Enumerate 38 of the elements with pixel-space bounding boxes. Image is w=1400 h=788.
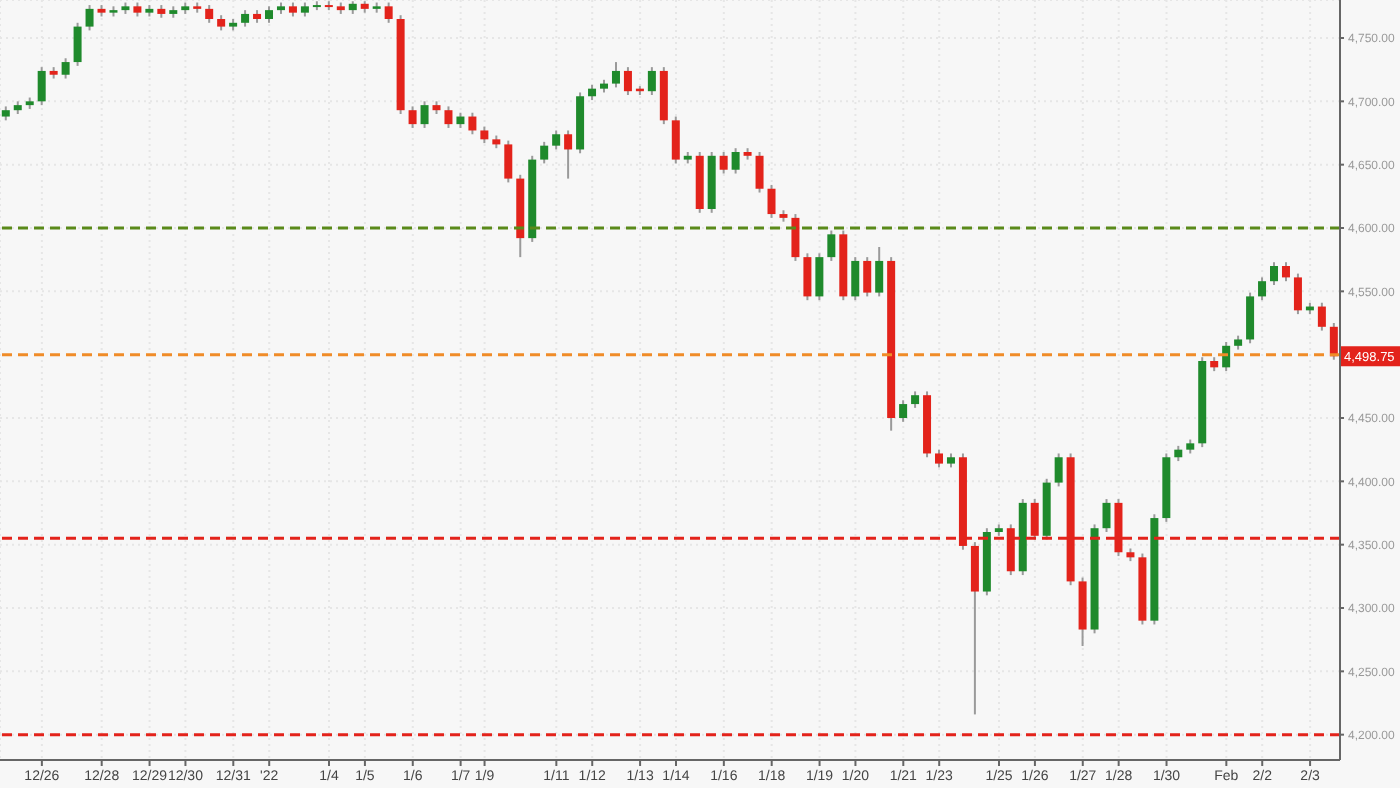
candlestick (1293, 272, 1302, 316)
candlestick (85, 4, 94, 32)
candlestick (731, 147, 740, 175)
candlestick (1270, 261, 1279, 286)
candlestick (875, 246, 884, 298)
candlestick (1246, 291, 1255, 345)
candlestick (623, 66, 632, 96)
candlestick (408, 105, 417, 129)
candlestick (468, 111, 477, 136)
candlestick (719, 151, 728, 175)
candlestick (1317, 301, 1326, 332)
candlestick (863, 256, 872, 298)
candlestick (851, 256, 860, 302)
candlestick (647, 66, 656, 96)
candlestick (755, 151, 764, 194)
candlestick (1281, 261, 1290, 283)
candlestick (815, 252, 824, 302)
candlestick (1102, 498, 1111, 533)
candlestick (970, 541, 979, 716)
candlestick (671, 115, 680, 165)
candlestick (564, 129, 573, 180)
candlestick (791, 213, 800, 262)
candlestick (61, 57, 70, 80)
candlestick (899, 399, 908, 423)
candlestick (384, 1, 393, 24)
candlestick (1258, 276, 1267, 302)
candlestick (827, 229, 836, 262)
candlestick (73, 21, 82, 67)
candlestick (552, 129, 561, 151)
candlestick (540, 140, 549, 165)
candlestick (420, 100, 429, 129)
candlestick (504, 139, 513, 184)
candlestick (803, 252, 812, 302)
candlestick (37, 66, 46, 107)
candlestick (611, 61, 620, 89)
candlestick (444, 105, 453, 129)
candlestick (1054, 452, 1063, 488)
candlestick (767, 183, 776, 219)
